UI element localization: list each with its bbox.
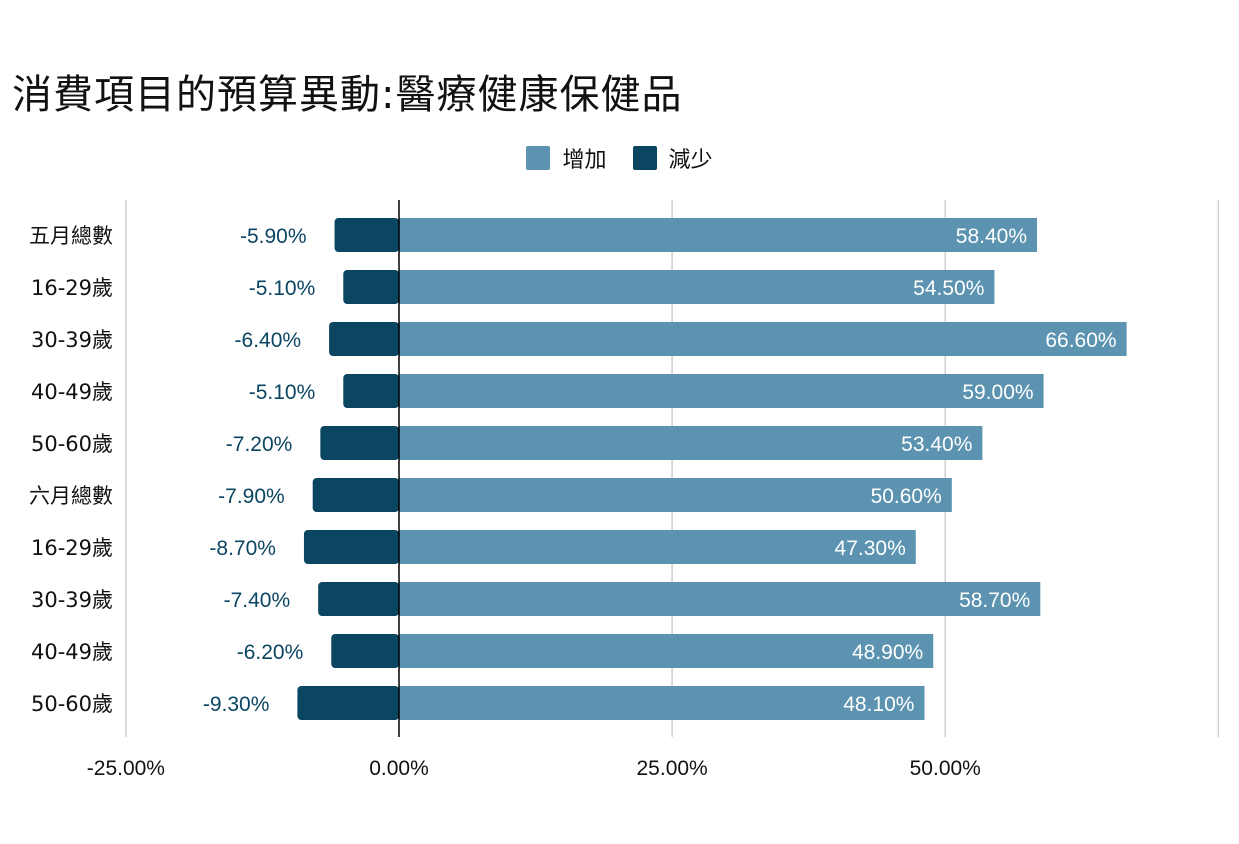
bar-decrease <box>297 686 399 720</box>
legend-swatch-increase <box>526 146 551 170</box>
bar-decrease <box>343 374 399 408</box>
bar-decrease <box>329 322 399 356</box>
bar-increase <box>399 374 1044 408</box>
bar-decrease <box>303 530 399 564</box>
x-tick-label: 50.00% <box>910 757 981 780</box>
x-tick-label: -25.00% <box>87 757 165 780</box>
legend-label-decrease: 減少 <box>668 148 713 173</box>
legend: 增加 減少 <box>0 142 1239 174</box>
category-label: 40-49歲 <box>31 380 113 404</box>
data-label-decrease: -7.40% <box>224 589 291 612</box>
bar-decrease <box>343 270 399 304</box>
bar-increase <box>399 478 952 512</box>
category-label: 16-29歲 <box>31 276 113 300</box>
bar-increase <box>399 686 925 720</box>
chart-title: 消費項目的預算異動:醫療健康保健品 <box>12 72 683 118</box>
data-label-decrease: -5.90% <box>240 225 307 248</box>
category-label: 16-29歲 <box>31 536 113 560</box>
category-label: 40-49歲 <box>31 640 113 664</box>
bar-decrease <box>320 426 399 460</box>
bar-decrease <box>334 218 399 252</box>
category-label: 六月總數 <box>29 484 113 508</box>
data-label-increase: 48.10% <box>843 693 914 716</box>
bar-increase <box>399 426 983 460</box>
bar-decrease <box>312 478 399 512</box>
bar-decrease <box>331 634 399 668</box>
legend-item-decrease: 減少 <box>632 142 713 174</box>
bar-increase <box>399 270 995 304</box>
bar-increase <box>399 322 1127 356</box>
bar-decrease <box>318 582 399 616</box>
category-label: 50-60歲 <box>31 692 113 716</box>
data-label-decrease: -5.10% <box>249 277 316 300</box>
legend-label-increase: 增加 <box>562 148 607 173</box>
data-label-increase: 66.60% <box>1045 329 1116 352</box>
bar-increase <box>399 530 916 564</box>
category-label: 30-39歲 <box>31 328 113 352</box>
data-label-increase: 54.50% <box>913 277 984 300</box>
legend-item-increase: 增加 <box>526 142 607 174</box>
data-label-increase: 58.70% <box>959 589 1030 612</box>
data-label-decrease: -7.20% <box>226 433 293 456</box>
bar-increase <box>399 582 1041 616</box>
data-label-increase: 58.40% <box>956 225 1027 248</box>
data-label-increase: 47.30% <box>835 537 906 560</box>
x-tick-label: 0.00% <box>369 757 429 780</box>
bar-increase <box>399 218 1038 252</box>
data-label-increase: 59.00% <box>962 381 1033 404</box>
category-label: 30-39歲 <box>31 588 113 612</box>
data-label-decrease: -6.20% <box>237 641 304 664</box>
category-label: 五月總數 <box>29 224 113 248</box>
data-label-increase: 53.40% <box>901 433 972 456</box>
data-label-decrease: -6.40% <box>235 329 302 352</box>
data-label-decrease: -5.10% <box>249 381 316 404</box>
x-tick-label: 25.00% <box>637 757 708 780</box>
data-label-decrease: -8.70% <box>209 537 276 560</box>
data-label-decrease: -7.90% <box>218 485 285 508</box>
category-label: 50-60歲 <box>31 432 113 456</box>
data-label-increase: 50.60% <box>871 485 942 508</box>
data-label-decrease: -9.30% <box>203 693 270 716</box>
data-label-increase: 48.90% <box>852 641 923 664</box>
bar-increase <box>399 634 934 668</box>
legend-swatch-decrease <box>632 146 657 170</box>
